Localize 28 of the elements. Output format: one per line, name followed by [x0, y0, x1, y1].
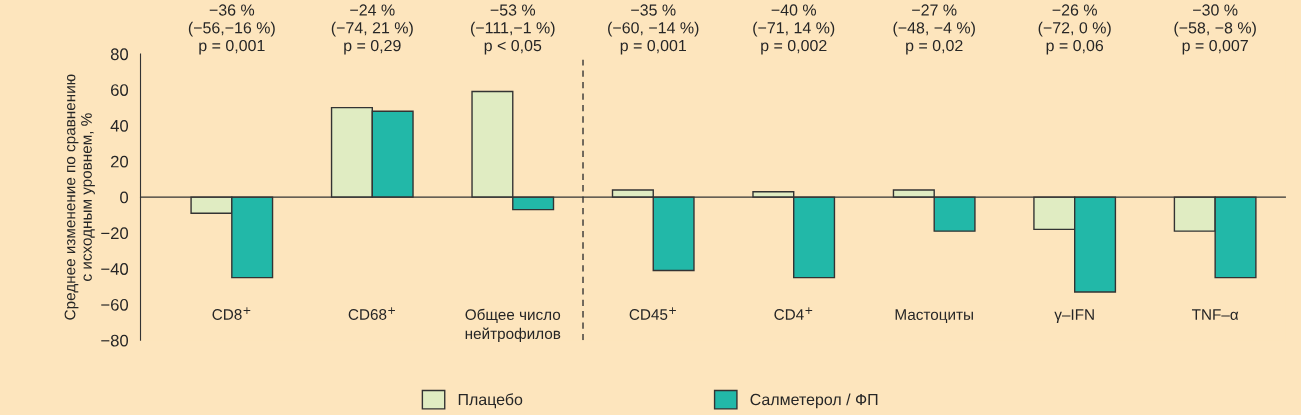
annotation: −24 % (−74, 21 %) p = 0,29 — [331, 4, 413, 55]
x-tick-label: CD4$^{+}$ — [774, 307, 813, 320]
annotation: −26 % (−72, 0 %) p = 0,06 — [1038, 4, 1111, 55]
annotation: −30 % (−58, −8 %) p = 0,007 — [1174, 4, 1256, 55]
annotation: −35 % (−60, −14 %) p = 0,001 — [608, 4, 699, 55]
x-tick-label: Общее число нейтрофилов — [465, 308, 561, 343]
y-tick-label: −80 — [101, 334, 129, 347]
y-tick-label: −60 — [101, 298, 129, 311]
y-tick-label: 40 — [110, 119, 129, 132]
y-tick-label: 60 — [111, 84, 129, 96]
x-tick-label: Мастоциты — [895, 309, 973, 323]
x-tick-label: γ–IFN — [1054, 309, 1094, 324]
y-tick-label: −20 — [101, 227, 129, 240]
y-tick-label: −40 — [101, 263, 129, 275]
annotation: −53 % (−111,−1 %) p < 0,05 — [470, 4, 555, 55]
annotation: −36 % (−56,−16 %) p = 0,001 — [188, 4, 275, 55]
legend-label: Салметерол / ФП — [750, 393, 878, 409]
annotation: −27 % (−48, −4 %) p = 0,02 — [893, 4, 975, 55]
y-tick-label: 80 — [110, 48, 129, 61]
legend-label: Плацебо — [458, 393, 523, 409]
x-tick-label: CD8$^{+}$ — [212, 307, 251, 320]
x-tick-label: CD68$^{+}$ — [348, 307, 395, 320]
annotation: −40 % (−71, 14 %) p = 0,002 — [753, 4, 835, 55]
y-tick-label: 20 — [111, 155, 129, 168]
x-tick-label: TNF–α — [1191, 309, 1239, 321]
y-tick-label: 0 — [120, 191, 129, 204]
y-axis-title: Среднее изменение по сравнению с исходным уровнем, % — [64, 74, 95, 320]
x-tick-label: CD45$^{+}$ — [629, 307, 676, 320]
